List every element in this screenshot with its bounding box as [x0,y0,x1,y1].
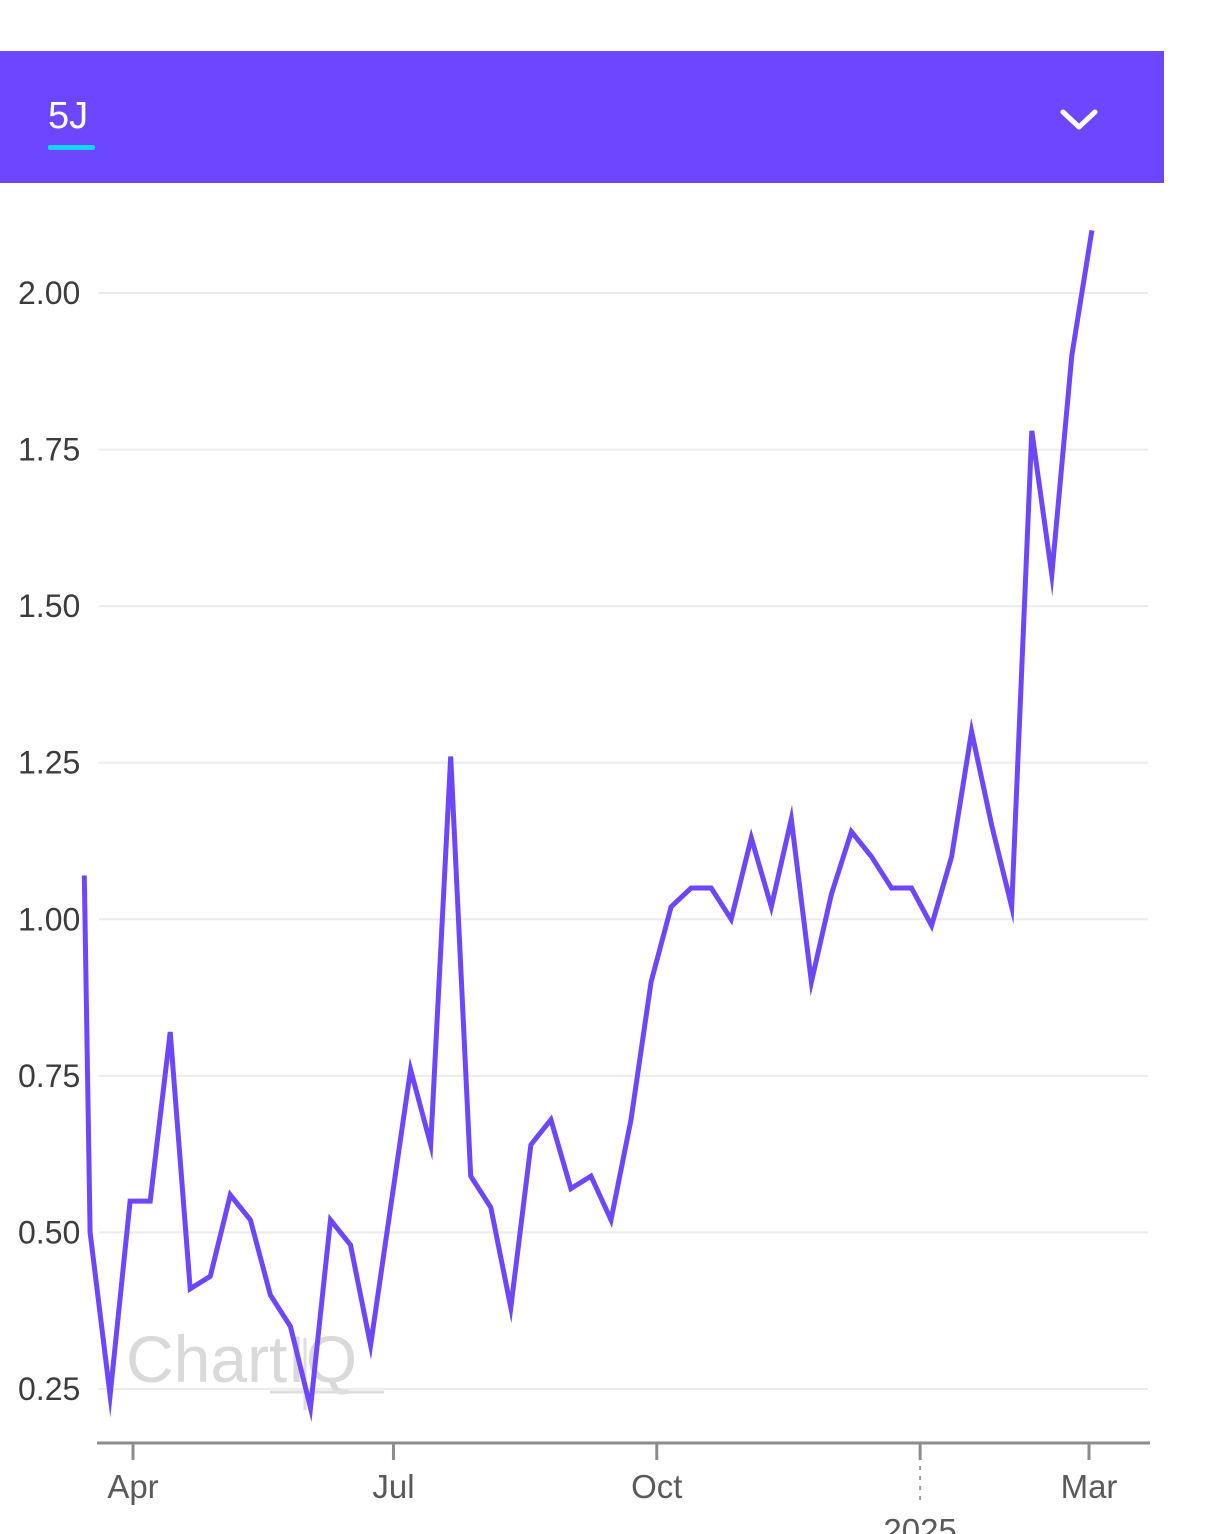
chartiq-watermark: ChartIQ [126,1322,357,1396]
y-tick-label: 1.25 [18,745,80,781]
y-tick-label: 0.50 [18,1214,80,1250]
series-layer [81,230,1095,1423]
x-axis-ticks: Apr Jul Oct 2025 Mar [107,1443,1117,1534]
grid-lines [99,292,1148,1390]
chevron-down-icon [1060,109,1098,130]
active-tab-underline [48,145,95,150]
period-tab-5j[interactable]: 5J [48,95,95,150]
y-tick-label: 0.75 [18,1058,80,1094]
x-tick-label: Mar [1061,1468,1118,1505]
x-tick-label: Jul [372,1468,414,1505]
y-tick-label: 1.75 [18,432,80,468]
y-tick-label: 0.25 [18,1371,80,1407]
y-axis-ticks: 2.00 1.75 1.50 1.25 1.00 0.75 0.50 0.25 [18,275,80,1407]
period-dropdown-button[interactable] [1050,91,1108,149]
y-tick-label: 1.50 [18,588,80,624]
x-tick-label-year: 2025 [883,1512,956,1534]
y-tick-label: 1.00 [18,901,80,937]
x-tick-label: Oct [631,1468,682,1505]
y-tick-label: 2.00 [18,275,80,311]
x-tick-label: Apr [107,1468,158,1505]
period-tab-label: 5J [48,95,89,137]
header-bar: 5J [0,51,1164,183]
series-line [81,230,1095,1423]
